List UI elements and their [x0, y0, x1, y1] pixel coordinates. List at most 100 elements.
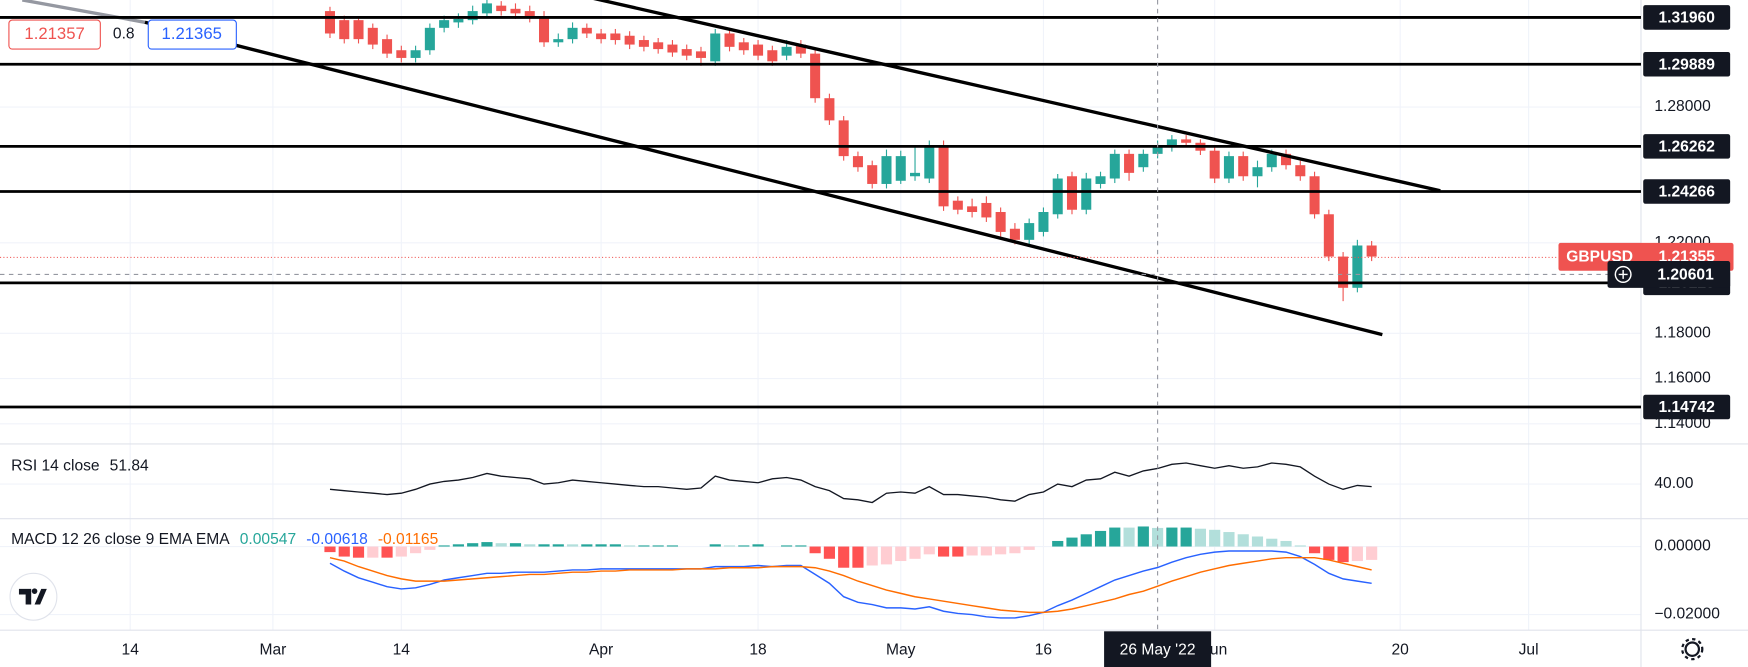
candle-body: [1338, 256, 1349, 288]
candle-body: [453, 19, 464, 23]
candle-body: [1009, 228, 1020, 240]
macd-histogram-bar: [1308, 546, 1321, 554]
candle-body: [439, 20, 450, 28]
candle-body: [553, 39, 564, 43]
settings[interactable]: [1681, 638, 1704, 661]
candle-body: [767, 50, 778, 62]
add-alert-plus: [1618, 269, 1628, 279]
macd-histogram-bar: [509, 543, 522, 547]
level-tag: [1643, 134, 1731, 159]
candle-body: [753, 44, 764, 56]
crosshair-price-tag: [1607, 261, 1731, 288]
macd-histogram-bar: [1180, 527, 1192, 547]
x-tick-label: 20: [1391, 641, 1409, 658]
macd-histogram-bar: [410, 546, 422, 554]
candle-body: [610, 33, 621, 41]
x-tick-label: 16: [1035, 641, 1052, 658]
candle-body: [653, 42, 664, 50]
y-tick-label: 1.16000: [1654, 370, 1711, 387]
macd-line: [329, 550, 1372, 619]
macd-histogram-bar: [909, 546, 921, 559]
candle-body: [967, 206, 978, 213]
crosshair-date-tag: [1104, 631, 1212, 667]
candle-body: [667, 44, 678, 53]
candle-body: [1181, 139, 1192, 143]
macd-histogram-bar: [738, 545, 750, 547]
candle-body: [738, 42, 749, 51]
level-label: 1.31960: [1658, 10, 1715, 27]
macd-histogram-bar: [352, 546, 365, 558]
bid-box[interactable]: [8, 19, 101, 50]
candle-body: [1024, 223, 1035, 240]
macd-histogram-bar: [1080, 534, 1092, 547]
macd-histogram-bar: [1209, 529, 1221, 547]
macd-histogram-bar: [566, 544, 579, 547]
x-tick-label: Jul: [1519, 641, 1539, 658]
logo[interactable]: [9, 572, 58, 621]
macd-histogram-bar: [1123, 527, 1135, 547]
candle-body: [1152, 145, 1163, 154]
spread: 0.8: [113, 26, 135, 43]
level-label: 1.14742: [1658, 399, 1715, 416]
logo-circle[interactable]: [9, 572, 58, 621]
macd-histogram-bar: [1323, 546, 1335, 560]
candle-body: [1109, 153, 1120, 179]
macd-histogram-bar: [823, 546, 835, 559]
crosshair-price-label: 1.20601: [1657, 267, 1714, 284]
candle-body: [1238, 156, 1249, 177]
gear[interactable]: [1684, 641, 1701, 657]
logo-mark: [18, 588, 47, 605]
x-tick-label: 18: [749, 641, 766, 658]
candle-body: [938, 145, 949, 207]
macd-histogram-bar: [624, 545, 636, 547]
rsi-name: RSI 14 close: [11, 457, 99, 474]
candle-body: [1309, 176, 1320, 215]
crosshair-date-label: 26 May '22: [1120, 641, 1196, 658]
ask-box[interactable]: [147, 19, 237, 50]
macd-histogram-bar: [895, 546, 907, 562]
macd-histogram-bar: [795, 545, 807, 547]
add-alert[interactable]: [1614, 265, 1632, 283]
macd-histogram-bar: [880, 546, 893, 565]
macd-histogram-bar: [1237, 534, 1249, 547]
macd-histogram-bar: [638, 545, 650, 547]
macd-histogram-bar: [1294, 545, 1306, 547]
y-tick-label: −0.02000: [1654, 606, 1720, 623]
macd-histogram-bar: [781, 545, 793, 547]
ask: 1.21365: [162, 24, 222, 43]
macd-histogram-bar: [1109, 527, 1121, 547]
macd-histogram-bar: [937, 546, 950, 557]
macd-histogram-bar: [1266, 538, 1278, 547]
price-pane: [324, 0, 1377, 302]
level-label: 1.24266: [1658, 184, 1715, 201]
macd-histogram-bar: [1009, 546, 1021, 554]
macd-histogram-bar: [923, 546, 935, 555]
candle-body: [981, 202, 992, 218]
macd-histogram-bar: [538, 544, 550, 547]
macd-histogram-bar: [1094, 530, 1107, 547]
candle-body: [624, 35, 635, 45]
macd-histogram-bar: [1052, 540, 1064, 547]
macd-histogram-bar: [1066, 537, 1078, 547]
candle-body: [1209, 150, 1220, 179]
candle-body: [596, 33, 607, 40]
macd-histogram-bar: [666, 545, 679, 547]
rsi-line: [329, 462, 1372, 504]
bid: 1.21357: [24, 24, 84, 43]
candle-body: [695, 51, 707, 58]
macd-histogram-bar: [438, 545, 450, 547]
candle-body: [838, 120, 849, 157]
candle-body: [1052, 178, 1063, 215]
macd-histogram-bar: [609, 544, 621, 547]
x-tick-label: Apr: [589, 641, 613, 658]
candle-body: [1281, 153, 1292, 166]
quote-box[interactable]: 1.21357 0.8 1.21365: [8, 19, 237, 50]
macd-histogram-bar: [752, 544, 764, 547]
trendline: [593, 0, 1441, 193]
x-tick-label: Mar: [259, 641, 286, 658]
candle-body: [324, 11, 335, 34]
candle-body: [339, 20, 350, 40]
candle-body: [410, 50, 421, 58]
